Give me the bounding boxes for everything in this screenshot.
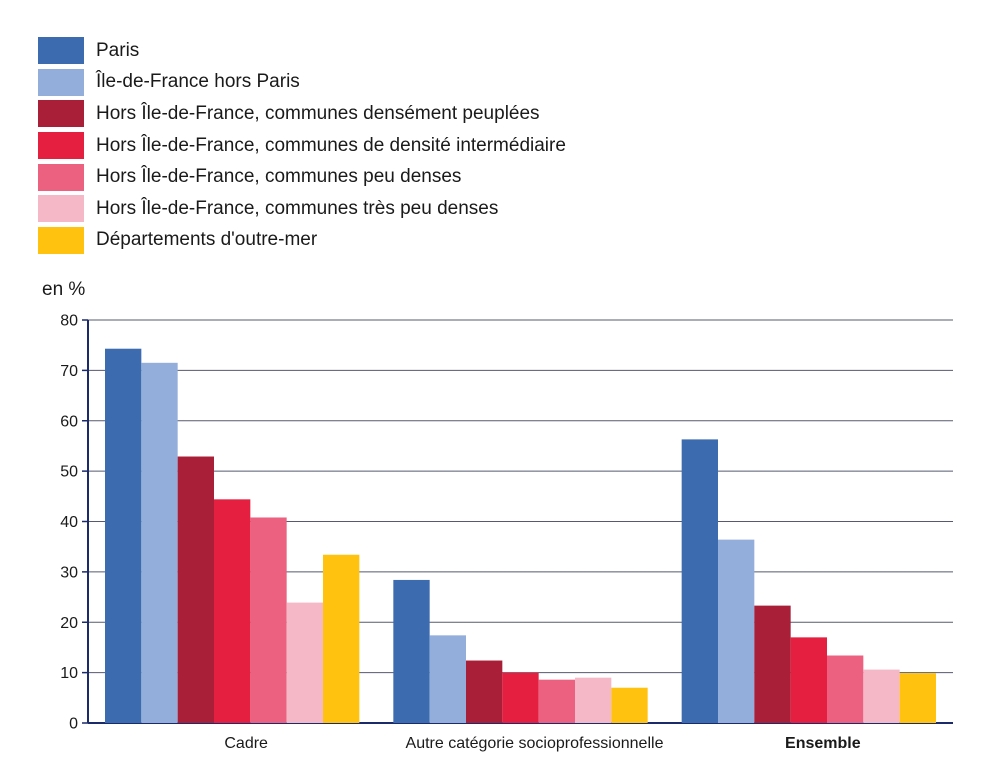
legend-swatch	[38, 100, 84, 128]
bar	[286, 602, 323, 723]
legend-item-dense: Hors Île-de-France, communes densément p…	[38, 98, 566, 130]
legend-swatch	[38, 195, 84, 223]
legend-label: Paris	[96, 39, 140, 61]
y-axis-unit-label: en %	[42, 279, 86, 300]
legend-item-intermediaire: Hors Île-de-France, communes de densité …	[38, 130, 566, 162]
bar	[899, 673, 936, 723]
x-category-label: Ensemble	[785, 735, 861, 752]
bar	[250, 517, 287, 723]
legend-item-dom: Départements d'outre-mer	[38, 225, 566, 257]
y-tick-label: 0	[69, 716, 78, 733]
legend-swatch	[38, 37, 84, 65]
y-tick-label: 60	[60, 413, 78, 430]
legend-item-paris: Paris	[38, 35, 566, 67]
bar	[611, 687, 648, 723]
bar	[538, 679, 575, 723]
legend-label: Départements d'outre-mer	[96, 229, 318, 251]
legend-item-idf-hors-paris: Île-de-France hors Paris	[38, 67, 566, 99]
y-tick-label: 10	[60, 665, 78, 682]
y-tick-label: 30	[60, 564, 78, 581]
bar	[429, 635, 466, 723]
legend-label: Hors Île-de-France, communes très peu de…	[96, 197, 499, 219]
y-tick-label: 40	[60, 514, 78, 531]
legend: Paris Île-de-France hors Paris Hors Île-…	[38, 35, 566, 256]
bar	[827, 655, 864, 723]
legend-label: Hors Île-de-France, communes densément p…	[96, 102, 540, 124]
bar	[177, 456, 214, 723]
bar	[214, 499, 251, 723]
y-tick-label: 70	[60, 363, 78, 380]
bar	[393, 579, 430, 723]
bar	[718, 539, 755, 723]
legend-item-peu-denses: Hors Île-de-France, communes peu denses	[38, 161, 566, 193]
bar	[502, 672, 539, 723]
x-category-label: Autre catégorie socioprofessionnelle	[406, 735, 664, 752]
y-tick-label: 50	[60, 464, 78, 481]
y-tick-label: 20	[60, 615, 78, 632]
bar	[105, 348, 142, 723]
legend-swatch	[38, 68, 84, 96]
y-tick-label: 80	[60, 313, 78, 330]
legend-label: Hors Île-de-France, communes de densité …	[96, 134, 566, 156]
legend-swatch	[38, 226, 84, 254]
bar	[754, 605, 791, 723]
x-category-label: Cadre	[224, 735, 268, 752]
legend-swatch	[38, 163, 84, 191]
bar	[141, 362, 178, 723]
legend-swatch	[38, 132, 84, 160]
legend-item-tres-peu-denses: Hors Île-de-France, communes très peu de…	[38, 193, 566, 225]
bar	[323, 554, 360, 723]
legend-label: Île-de-France hors Paris	[96, 71, 300, 93]
bar	[681, 439, 718, 723]
bar	[790, 637, 827, 723]
bar	[466, 660, 503, 723]
bar	[863, 669, 900, 723]
legend-label: Hors Île-de-France, communes peu denses	[96, 166, 462, 188]
bar	[575, 677, 612, 723]
